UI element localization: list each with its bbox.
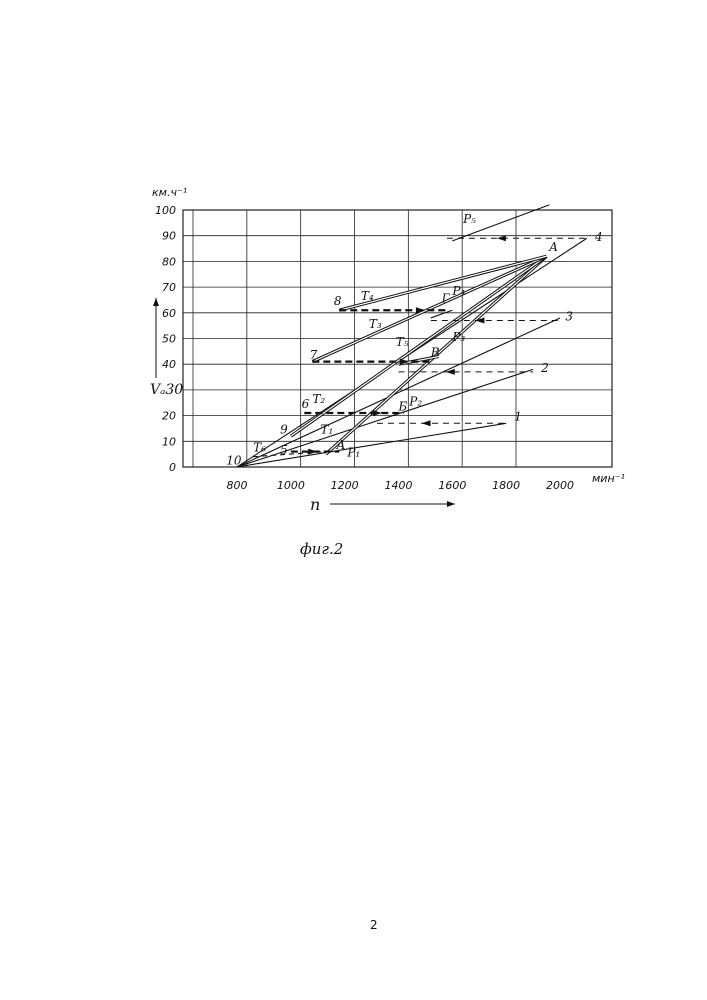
x-axis-label: n: [310, 495, 320, 514]
annotation-label: P₅: [462, 212, 476, 226]
y-tick-label: 60: [162, 307, 176, 320]
y-tick-label: 90: [162, 230, 176, 243]
y-tick-label: 70: [162, 281, 176, 294]
shift-arrow-head: [497, 235, 506, 241]
annotation-label: 3: [565, 310, 573, 324]
annotation-label: 10: [226, 453, 242, 467]
x-tick-label: 1000: [277, 479, 305, 492]
y-tick-label: 100: [155, 204, 176, 217]
annotation-label: 4: [594, 230, 603, 244]
figure-caption: фиг.2: [300, 540, 343, 558]
chart-series: [237, 205, 587, 467]
page-number: 2: [370, 918, 378, 932]
annotation-label: 1: [514, 410, 522, 424]
annotation-label: 5: [280, 443, 288, 457]
annotation-label: P₂: [408, 394, 422, 408]
series-line-inner: [291, 256, 547, 436]
annotation-label: T₂: [312, 392, 325, 406]
annotation-label: T₃: [369, 317, 382, 331]
y-tick-label: 40: [162, 358, 176, 371]
annotation-label: 8: [334, 294, 342, 308]
x-axis-arrow-head: [447, 501, 455, 507]
shift-arrow-head: [422, 420, 431, 426]
x-tick-label: 1600: [438, 479, 466, 492]
annotation-label: P₁: [346, 446, 360, 460]
x-tick-label: 800: [227, 479, 248, 492]
y-axis-arrow-head: [153, 298, 159, 306]
annotation-label: P₃: [451, 330, 465, 344]
tick-labels: 0 10 20 40 50 60 70 80 90 100 800 1000 1200 1400 1600 1…: [155, 204, 574, 492]
y-tick-label: 80: [162, 255, 176, 268]
annotation-label: 7: [310, 348, 318, 362]
y-tick-label: 20: [162, 410, 176, 423]
y-axis-label: Vₐ30: [150, 382, 183, 398]
annotation-label: T₆: [253, 441, 266, 455]
annotation-label: A: [548, 240, 558, 254]
series-line: [431, 310, 453, 318]
y-tick-label: 50: [162, 333, 176, 346]
annotation-label: Г: [441, 292, 451, 306]
x-tick-label: 2000: [546, 479, 574, 492]
y-tick-label: 0: [169, 461, 176, 474]
y-tick-label: 10: [162, 435, 176, 448]
shift-arrow-head: [373, 410, 382, 416]
annotation-label: Б: [398, 399, 408, 413]
annotation-label: 2: [540, 361, 549, 375]
annotation-label: P₄: [451, 284, 465, 298]
x-unit-label: мин⁻¹: [592, 472, 625, 485]
annotation-label: A: [336, 438, 346, 452]
annotation-label: 6: [302, 397, 310, 411]
series-line: [237, 423, 506, 467]
y-unit-label: км.ч⁻¹: [152, 186, 187, 199]
x-tick-label: 1800: [492, 479, 520, 492]
annotation-label: T₁: [320, 423, 333, 437]
annotations: 12345678910AГБВAP₁P₂P₃P₄P₅T₁T₂T₃T₄T₅T₆: [226, 212, 602, 468]
annotation-label: В: [430, 345, 440, 359]
annotation-label: T₄: [361, 289, 374, 303]
x-tick-label: 1400: [385, 479, 413, 492]
x-tick-label: 1200: [331, 479, 359, 492]
annotation-label: T₅: [396, 335, 409, 349]
annotation-label: 9: [280, 423, 288, 437]
